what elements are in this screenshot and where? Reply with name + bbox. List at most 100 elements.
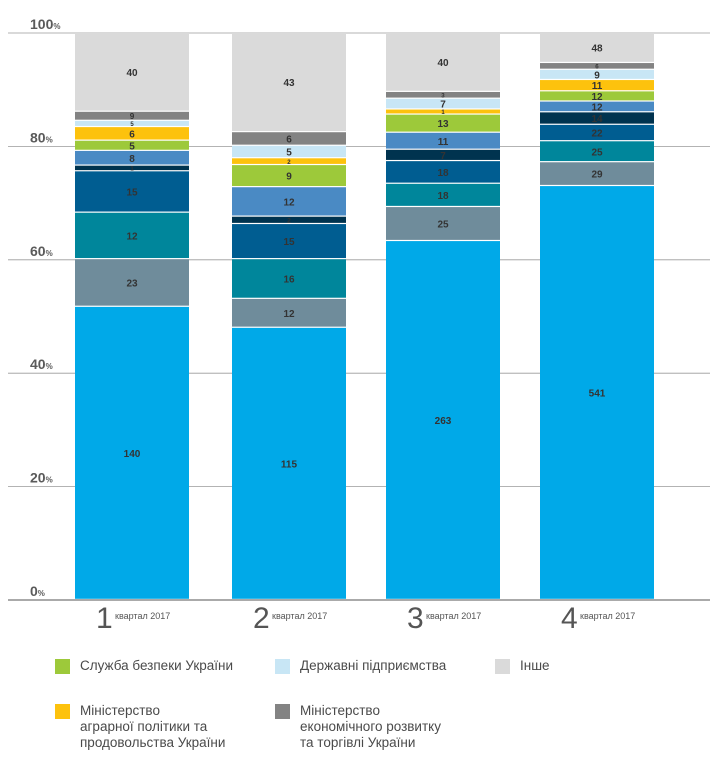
legend-item-other: Інше xyxy=(495,658,550,674)
x-tick-suffix: квартал 2017 xyxy=(115,611,170,621)
data-label: 1 xyxy=(130,167,134,173)
bar-segment xyxy=(540,69,654,79)
bar-segment xyxy=(75,33,189,111)
data-label: 9 xyxy=(594,70,600,81)
legend-swatch xyxy=(495,659,510,674)
bar-segment xyxy=(75,127,189,140)
bar-segment xyxy=(232,145,346,158)
bar-segment xyxy=(75,150,189,165)
y-tick-label: 100% xyxy=(30,16,60,32)
x-tick-label: 2 xyxy=(253,602,270,635)
data-label: 22 xyxy=(591,129,603,140)
x-tick-suffix: квартал 2017 xyxy=(580,611,635,621)
bar-segment xyxy=(75,140,189,150)
bar-segment xyxy=(540,112,654,124)
data-label: 2 xyxy=(287,159,291,166)
data-label: 8 xyxy=(129,154,135,165)
stacked-bar-chart: 0%20%40%60%80%100%1402312151856594011512… xyxy=(8,16,710,635)
data-label: 14 xyxy=(591,114,603,125)
bar-segment xyxy=(540,91,654,101)
data-label: 12 xyxy=(591,92,603,103)
bar-segment xyxy=(540,141,654,162)
data-label: 5 xyxy=(286,148,292,159)
bar-segment xyxy=(75,111,189,120)
legend-label: Інше xyxy=(520,658,550,673)
legend-item-sbu: Служба безпеки України xyxy=(55,658,233,674)
x-tick-suffix: квартал 2017 xyxy=(426,611,481,621)
x-tick-label: 3 xyxy=(407,602,424,635)
data-label: 11 xyxy=(592,81,603,92)
data-label: 29 xyxy=(591,170,603,181)
legend-label: Служба безпеки України xyxy=(80,658,234,673)
data-label: 12 xyxy=(126,231,138,242)
data-label: 5 xyxy=(129,141,135,152)
data-label: 6 xyxy=(129,129,135,140)
bar-segment xyxy=(232,158,346,164)
bar-segment xyxy=(386,114,500,132)
bar-segment xyxy=(386,91,500,98)
bar-segment xyxy=(386,98,500,109)
legend-item-state-enterprises: Державні підприємства xyxy=(275,658,446,674)
x-tick-suffix: квартал 2017 xyxy=(272,611,327,621)
data-label: 263 xyxy=(435,416,452,427)
data-label: 3 xyxy=(441,93,445,100)
bar-segment xyxy=(386,183,500,206)
data-label: 12 xyxy=(283,309,295,320)
bar-segment xyxy=(386,132,500,149)
data-label: 12 xyxy=(283,197,295,208)
data-label: 2 xyxy=(287,218,291,225)
data-label: 7 xyxy=(440,151,446,162)
data-label: 40 xyxy=(126,68,138,79)
data-label: 6 xyxy=(286,135,292,146)
bar-segment xyxy=(232,224,346,259)
data-label: 1 xyxy=(441,110,445,116)
legend-label: Міністерство аграрної політики та продов… xyxy=(80,703,226,750)
x-tick-label: 4 xyxy=(561,602,578,635)
y-tick-label: 20% xyxy=(30,470,53,486)
data-label: 9 xyxy=(130,112,135,121)
data-label: 13 xyxy=(437,119,449,130)
bar-segment xyxy=(540,186,654,599)
legend-item-economy-ministry: Міністерство економічного розвитку та то… xyxy=(275,703,441,751)
data-label: 40 xyxy=(437,58,449,69)
bar-segment xyxy=(386,241,500,599)
bar-segment xyxy=(386,33,500,91)
bar-segment xyxy=(386,161,500,183)
data-label: 23 xyxy=(126,279,138,290)
legend-item-agrarian-ministry: Міністерство аграрної політики та продов… xyxy=(55,703,225,751)
bar-segment xyxy=(386,207,500,240)
data-label: 12 xyxy=(591,102,603,113)
bar-segment xyxy=(232,33,346,132)
data-label: 541 xyxy=(589,389,606,400)
bar-segment xyxy=(75,120,189,126)
data-label: 115 xyxy=(281,459,298,470)
legend-swatch xyxy=(275,704,290,719)
data-label: 11 xyxy=(438,137,449,148)
legend-swatch xyxy=(55,704,70,719)
legend-label: Державні підприємства xyxy=(300,658,447,673)
bar-segment xyxy=(232,298,346,327)
data-label: 16 xyxy=(283,275,295,286)
bar-segment xyxy=(386,109,500,114)
data-label: 18 xyxy=(437,168,449,179)
data-label: 5 xyxy=(130,122,134,128)
bar-segment xyxy=(540,63,654,69)
bar-segment xyxy=(232,132,346,145)
data-label: 43 xyxy=(283,78,295,89)
bar-segment xyxy=(232,187,346,216)
bar-segment xyxy=(232,259,346,298)
data-label: 140 xyxy=(124,449,141,460)
bar-segment xyxy=(232,165,346,187)
bar-segment xyxy=(232,216,346,223)
data-label: 9 xyxy=(286,172,292,183)
bar-segment xyxy=(540,80,654,91)
bar-segment xyxy=(386,149,500,160)
bar-segment xyxy=(75,212,189,259)
data-label: 48 xyxy=(591,44,603,55)
y-tick-label: 80% xyxy=(30,129,53,145)
data-label: 18 xyxy=(437,191,449,202)
bar-segment xyxy=(540,162,654,185)
data-label: 15 xyxy=(283,237,295,248)
y-tick-label: 40% xyxy=(30,356,53,372)
legend-label: Міністерство економічного розвитку та то… xyxy=(300,703,441,750)
